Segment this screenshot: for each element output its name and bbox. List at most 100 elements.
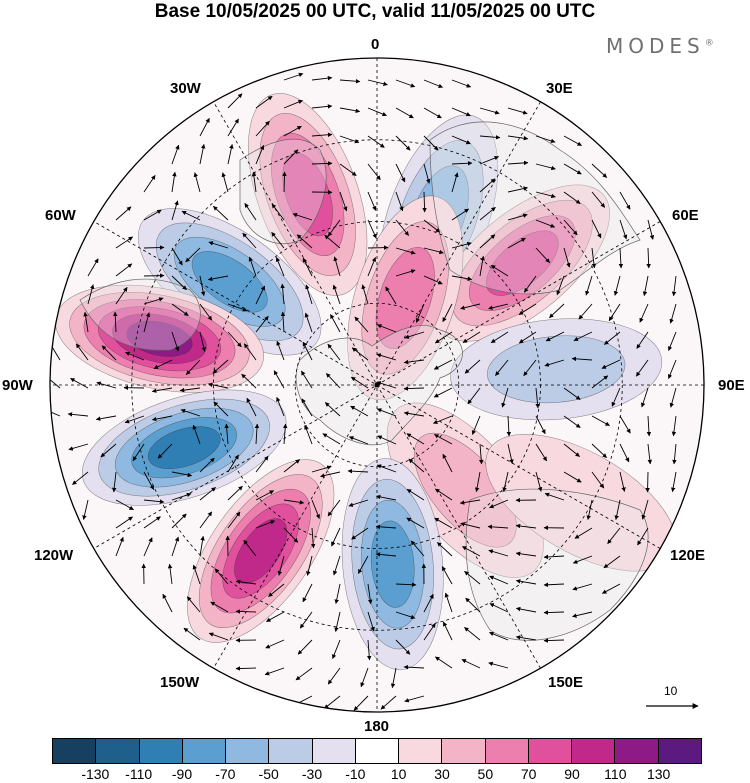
colorbar-tick-label: 90 bbox=[564, 766, 580, 782]
wind-vector bbox=[479, 107, 500, 115]
wind-vector bbox=[422, 191, 427, 213]
wind-vector bbox=[488, 549, 509, 557]
wind-vector bbox=[348, 499, 369, 507]
wind-vector bbox=[254, 423, 260, 445]
wind-vector bbox=[185, 247, 201, 263]
colorbar-swatch bbox=[312, 739, 356, 763]
wind-vector bbox=[227, 331, 242, 348]
colorbar-swatch bbox=[139, 739, 183, 763]
wind-vector bbox=[292, 212, 313, 221]
wind-vector bbox=[670, 471, 677, 493]
wind-vector bbox=[295, 667, 313, 681]
wind-vector bbox=[523, 359, 537, 377]
wind-vector bbox=[646, 415, 652, 437]
wind-vector bbox=[183, 627, 201, 641]
wind-vector bbox=[199, 303, 213, 321]
coastline bbox=[429, 121, 641, 295]
wind-vector bbox=[563, 191, 581, 205]
wind-vector bbox=[462, 331, 481, 343]
wind-vector bbox=[441, 566, 453, 585]
wind-vector bbox=[354, 316, 369, 333]
wind-vector bbox=[367, 219, 377, 239]
wind-vector bbox=[143, 312, 151, 333]
wind-vector bbox=[395, 107, 414, 119]
colorbar-swatch bbox=[572, 739, 616, 763]
colorbar-swatch bbox=[485, 739, 529, 763]
colorbar-swatch bbox=[182, 739, 227, 763]
colorbar-swatch bbox=[226, 739, 270, 763]
wind-vector bbox=[573, 331, 593, 342]
wind-vector bbox=[403, 411, 425, 417]
wind-vector bbox=[171, 303, 189, 316]
wind-vector bbox=[395, 79, 416, 88]
wind-vector bbox=[199, 331, 206, 352]
wind-vector bbox=[334, 611, 341, 632]
wind-vector bbox=[490, 264, 509, 277]
wind-vector bbox=[241, 373, 257, 389]
wind-vector bbox=[283, 149, 299, 165]
wind-vector bbox=[502, 471, 509, 492]
wind-vector bbox=[320, 471, 341, 478]
wind-vector bbox=[113, 311, 118, 333]
wind-vector bbox=[199, 117, 210, 137]
wind-vector bbox=[601, 359, 621, 369]
colorbar-swatch bbox=[658, 739, 701, 763]
wind-vector bbox=[171, 144, 180, 165]
wind-vector bbox=[367, 257, 377, 277]
wind-vector bbox=[471, 415, 481, 435]
wind-vector bbox=[367, 611, 375, 632]
wind-vector bbox=[385, 286, 397, 305]
wind-vector bbox=[451, 107, 471, 117]
wind-vector bbox=[608, 303, 621, 322]
wind-vector bbox=[302, 257, 313, 277]
wind-vector bbox=[347, 468, 369, 474]
meridian-label-150e: 150E bbox=[548, 674, 584, 691]
wind-vector bbox=[507, 160, 529, 166]
wind-vector bbox=[214, 568, 229, 585]
wind-vector bbox=[395, 639, 411, 655]
wind-vector bbox=[193, 172, 201, 193]
wind-vector bbox=[464, 570, 481, 585]
wind-vector bbox=[619, 415, 631, 434]
wind-vector bbox=[367, 583, 373, 605]
wind-vector bbox=[489, 631, 509, 641]
colorbar-swatch bbox=[96, 739, 140, 763]
wind-vector bbox=[327, 343, 341, 361]
wind-vector bbox=[192, 424, 201, 445]
wind-vector bbox=[646, 247, 651, 269]
wind-vector bbox=[125, 351, 145, 361]
wind-vector bbox=[350, 405, 369, 417]
wind-vector bbox=[181, 210, 201, 221]
wind-vector bbox=[324, 402, 341, 417]
wind-vector bbox=[283, 99, 303, 109]
wind-vector bbox=[403, 386, 425, 391]
wind-vector bbox=[115, 287, 128, 305]
wind-vector bbox=[671, 415, 677, 437]
wind-vector bbox=[535, 415, 546, 435]
wind-vector bbox=[490, 331, 509, 344]
wind-vector bbox=[115, 236, 134, 249]
wind-vector bbox=[535, 191, 556, 199]
wind-vector bbox=[227, 118, 239, 137]
wind-vector bbox=[506, 415, 512, 437]
wind-vector bbox=[171, 247, 183, 266]
wind-vector bbox=[585, 275, 593, 296]
wind-vector bbox=[639, 303, 649, 323]
wind-vector bbox=[242, 232, 257, 249]
wind-vector bbox=[367, 163, 381, 181]
wind-vector bbox=[255, 145, 265, 165]
wind-vector bbox=[171, 275, 187, 291]
wind-vector bbox=[601, 583, 621, 594]
colorbar-swatch bbox=[528, 739, 573, 763]
wind-vector bbox=[556, 275, 565, 296]
wind-vector bbox=[83, 311, 89, 333]
wind-vector bbox=[243, 343, 257, 361]
wind-vector bbox=[380, 695, 397, 710]
wind-vector bbox=[96, 381, 117, 389]
colorbar-tick-label: 110 bbox=[604, 766, 627, 782]
wind-vector bbox=[311, 161, 333, 166]
wind-vector bbox=[667, 331, 677, 351]
wind-vector bbox=[207, 275, 229, 282]
meridian-label-120w: 120W bbox=[34, 547, 74, 564]
wind-vector bbox=[353, 695, 369, 711]
